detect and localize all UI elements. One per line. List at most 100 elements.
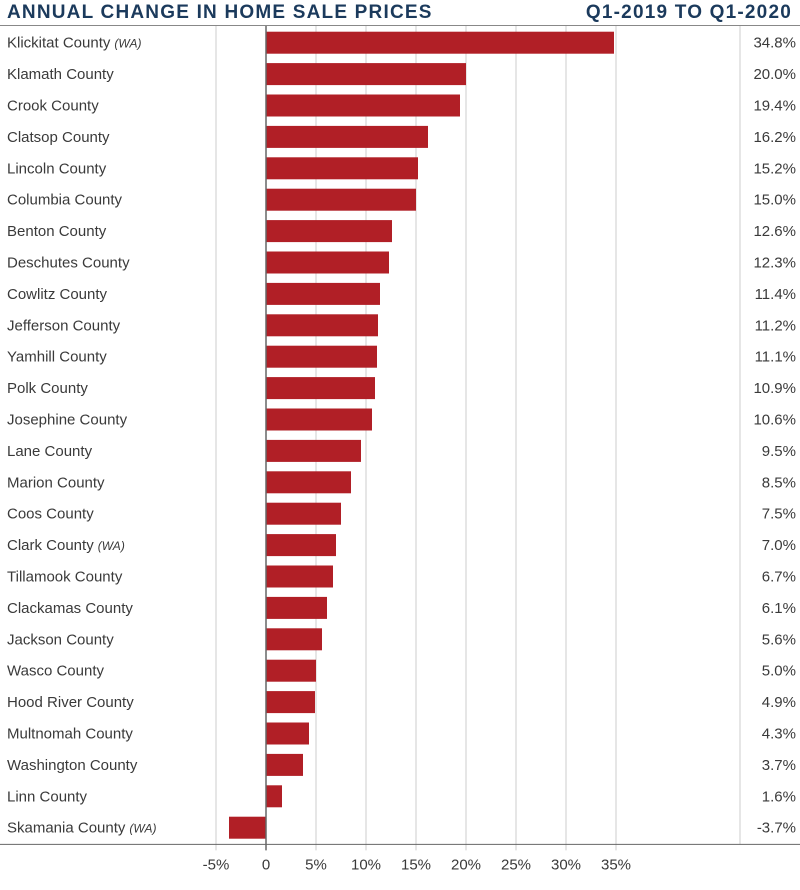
value-label: 12.3% — [753, 255, 796, 272]
category-name: Lane County — [7, 443, 93, 460]
bar — [266, 31, 614, 54]
bar — [266, 408, 372, 431]
bar — [266, 753, 303, 776]
category-label: Linn County — [7, 788, 88, 805]
bar — [266, 785, 282, 808]
bar — [266, 157, 418, 180]
value-label: 5.0% — [762, 663, 796, 680]
x-tick-label: 5% — [305, 856, 327, 873]
value-label: 6.1% — [762, 600, 796, 617]
category-label: Josephine County — [7, 412, 128, 429]
category-label: Lane County — [7, 443, 93, 460]
bar — [266, 188, 416, 211]
category-label: Klamath County — [7, 66, 114, 83]
category-label: Columbia County — [7, 192, 123, 209]
category-label: Coos County — [7, 506, 94, 523]
value-label: 11.4% — [755, 286, 796, 303]
x-tick-label: 10% — [351, 856, 381, 873]
bar — [266, 220, 392, 243]
category-label: Lincoln County — [7, 160, 107, 177]
bar — [266, 251, 389, 274]
bar — [266, 282, 380, 305]
chart-title: ANNUAL CHANGE IN HOME SALE PRICES — [7, 2, 433, 23]
bar — [266, 63, 466, 86]
value-label: 16.2% — [753, 129, 796, 146]
category-label: Polk County — [7, 380, 88, 397]
category-name: Josephine County — [7, 412, 128, 429]
category-label: Yamhill County — [7, 349, 107, 366]
category-label: Wasco County — [7, 663, 104, 680]
value-label: -3.7% — [757, 820, 796, 837]
value-label: 5.6% — [762, 631, 796, 648]
x-axis: -5% 0 5% 10% 15% 20% 25% 30% 35% — [0, 26, 800, 873]
category-label: Marion County — [7, 474, 105, 491]
bar — [266, 439, 361, 462]
value-label: 12.6% — [753, 223, 796, 240]
x-tick-label: 30% — [551, 856, 581, 873]
category-name: Klamath County — [7, 66, 114, 83]
category-label: Jefferson County — [7, 317, 121, 334]
x-tick-label: 20% — [451, 856, 481, 873]
value-label: 4.9% — [762, 694, 796, 711]
category-label: Benton County — [7, 223, 107, 240]
category-name: Lincoln County — [7, 160, 107, 177]
value-label: 11.2% — [755, 317, 796, 334]
bar — [266, 691, 315, 714]
value-label: 34.8% — [753, 35, 796, 52]
category-name: Marion County — [7, 474, 105, 491]
value-label: 20.0% — [753, 66, 796, 83]
bar — [266, 471, 351, 494]
value-label: 10.9% — [753, 380, 796, 397]
category-name: Wasco County — [7, 663, 104, 680]
bar — [266, 502, 341, 525]
category-label: Cowlitz County — [7, 286, 108, 303]
value-labels: 34.8% 20.0% 19.4% 16.2% 15.2% 15.0% 12.6% 12.3%… — [753, 35, 796, 837]
category-label: Washington County — [7, 757, 138, 774]
bar — [266, 722, 309, 745]
category-name: Cowlitz County — [7, 286, 108, 303]
category-label: Hood River County — [7, 694, 134, 711]
category-label: Clark County (WA) — [7, 537, 125, 554]
value-label: 9.5% — [762, 443, 796, 460]
value-label: 10.6% — [753, 412, 796, 429]
category-name: Washington County — [7, 757, 138, 774]
bar — [266, 125, 428, 148]
category-state-suffix: (WA) — [98, 539, 125, 553]
category-name: Clackamas County — [7, 600, 133, 617]
category-labels: Klickitat County (WA)Klamath CountyCrook … — [7, 35, 157, 837]
bar — [266, 596, 327, 619]
category-label: Skamania County (WA) — [7, 820, 157, 837]
category-label: Clatsop County — [7, 129, 110, 146]
category-label: Clackamas County — [7, 600, 133, 617]
category-name: Hood River County — [7, 694, 134, 711]
bar — [266, 628, 322, 651]
category-state-suffix: (WA) — [129, 822, 156, 836]
bars — [229, 31, 614, 839]
x-tick-label: 35% — [601, 856, 631, 873]
value-label: 11.1% — [755, 349, 796, 366]
x-tick-label: 0 — [262, 856, 270, 873]
value-label: 6.7% — [762, 569, 796, 586]
value-label: 15.0% — [753, 192, 796, 209]
bar — [266, 659, 316, 682]
bar — [266, 94, 460, 117]
bar — [229, 816, 266, 839]
value-label: 4.3% — [762, 726, 796, 743]
category-name: Coos County — [7, 506, 94, 523]
category-name: Jefferson County — [7, 317, 121, 334]
category-name: Clatsop County — [7, 129, 110, 146]
category-name: Yamhill County — [7, 349, 107, 366]
category-name: Deschutes County — [7, 255, 130, 272]
category-name: Skamania County — [7, 820, 126, 837]
category-name: Klickitat County — [7, 35, 111, 52]
value-label: 7.5% — [762, 506, 796, 523]
category-name: Benton County — [7, 223, 107, 240]
category-name: Tillamook County — [7, 569, 123, 586]
x-tick-label: -5% — [203, 856, 230, 873]
bar — [266, 314, 378, 337]
category-label: Jackson County — [7, 631, 114, 648]
bar — [266, 377, 375, 400]
category-name: Linn County — [7, 788, 88, 805]
category-label: Deschutes County — [7, 255, 130, 272]
